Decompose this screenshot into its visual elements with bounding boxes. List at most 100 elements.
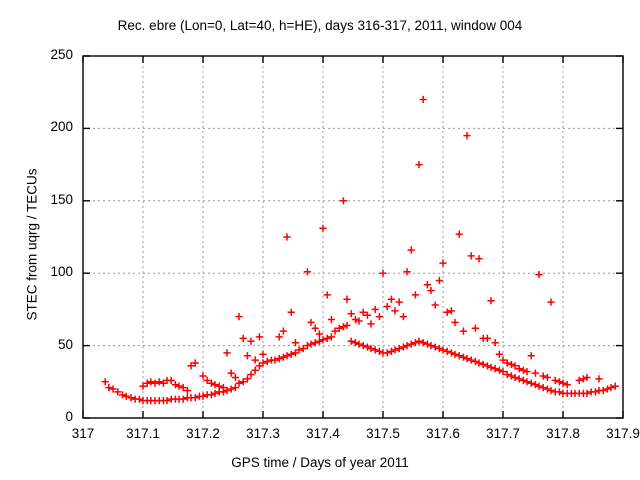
- data-point-marker: [307, 318, 315, 327]
- data-point-marker: [187, 362, 195, 370]
- data-point-marker: [323, 334, 331, 342]
- data-point-marker: [251, 356, 259, 364]
- data-point-marker: [247, 337, 255, 345]
- data-point-marker: [555, 378, 563, 386]
- data-point-marker: [599, 386, 607, 395]
- data-point-marker: [259, 359, 267, 367]
- data-point-marker: [547, 298, 555, 306]
- data-point-marker: [507, 372, 515, 380]
- data-point-marker: [279, 327, 287, 335]
- data-point-marker: [335, 324, 343, 332]
- tick-marks: [82, 55, 624, 419]
- data-point-marker: [411, 339, 419, 347]
- data-point-marker: [263, 357, 271, 366]
- data-point-marker: [343, 321, 351, 329]
- data-point-marker: [447, 349, 455, 357]
- data-point-marker: [495, 366, 503, 374]
- data-point-marker: [303, 342, 311, 350]
- data-point-marker: [459, 353, 467, 361]
- data-point-marker: [543, 373, 551, 382]
- x-tick-label: 317.9: [606, 426, 640, 441]
- data-point-marker: [391, 346, 399, 354]
- data-point-marker: [403, 342, 411, 350]
- x-tick-label: 317.7: [486, 426, 520, 441]
- data-point-marker: [371, 346, 379, 354]
- x-tick-label: 317.4: [306, 426, 340, 441]
- data-point-marker: [507, 360, 515, 369]
- data-point-marker: [563, 381, 571, 389]
- data-point-marker: [487, 297, 495, 305]
- data-point-marker: [471, 324, 479, 332]
- data-point-marker: [135, 395, 143, 403]
- data-point-marker: [139, 382, 147, 390]
- data-point-marker: [435, 276, 443, 285]
- data-point-marker: [395, 298, 403, 306]
- data-point-marker: [339, 197, 347, 205]
- x-axis-title: GPS time / Days of year 2011: [231, 455, 409, 470]
- data-point-marker: [207, 391, 215, 399]
- data-point-marker: [179, 383, 187, 392]
- data-point-marker: [339, 323, 347, 331]
- data-point-marker: [423, 281, 431, 289]
- data-point-marker: [367, 320, 375, 328]
- x-tick-label: 317.3: [246, 426, 280, 441]
- data-point-marker: [203, 376, 211, 384]
- x-tick-label: 317.2: [186, 426, 220, 441]
- data-point-marker: [575, 376, 583, 384]
- grid-lines: [83, 55, 623, 418]
- data-point-marker: [127, 394, 135, 402]
- x-tick-label: 317.1: [126, 426, 160, 441]
- data-point-marker: [491, 365, 499, 373]
- data-point-marker: [543, 385, 551, 393]
- data-point-marker: [283, 352, 291, 360]
- data-point-marker: [227, 385, 235, 393]
- y-tick-label: 50: [57, 336, 73, 352]
- data-point-marker: [191, 394, 199, 402]
- data-point-marker: [183, 386, 191, 395]
- data-point-marker: [231, 383, 239, 392]
- data-point-marker: [551, 376, 559, 384]
- data-point-marker: [311, 324, 319, 332]
- data-point-marker: [519, 366, 527, 374]
- data-point-marker: [435, 344, 443, 353]
- data-point-marker: [279, 353, 287, 361]
- data-point-marker: [491, 339, 499, 347]
- data-point-marker: [315, 330, 323, 338]
- data-point-marker: [363, 343, 371, 351]
- data-point-marker: [475, 359, 483, 367]
- data-point-marker: [383, 349, 391, 357]
- data-point-marker: [387, 295, 395, 303]
- data-point-marker: [467, 252, 475, 260]
- data-point-marker: [547, 386, 555, 395]
- data-point-marker: [327, 315, 335, 324]
- data-point-marker: [207, 379, 215, 387]
- x-tick-label: 317.6: [426, 426, 460, 441]
- data-point-marker: [499, 368, 507, 376]
- data-point-marker: [275, 355, 283, 363]
- data-point-marker: [463, 355, 471, 363]
- data-point-marker: [407, 246, 415, 254]
- data-point-marker: [109, 385, 117, 393]
- data-point-marker: [523, 368, 531, 376]
- data-point-marker: [295, 346, 303, 354]
- data-point-marker: [355, 317, 363, 325]
- data-point-marker: [539, 372, 547, 380]
- data-point-marker: [355, 340, 363, 348]
- data-point-marker: [531, 369, 539, 377]
- data-point-marker: [243, 352, 251, 360]
- data-point-marker: [423, 340, 431, 348]
- data-point-marker: [451, 350, 459, 358]
- data-point-marker: [275, 333, 283, 341]
- x-tick-label: 317.5: [366, 426, 400, 441]
- data-point-marker: [455, 230, 463, 238]
- data-point-marker: [539, 383, 547, 392]
- data-point-marker: [419, 339, 427, 347]
- data-point-marker: [523, 378, 531, 386]
- data-point-marker: [407, 340, 415, 348]
- data-point-marker: [595, 375, 603, 383]
- data-point-marker: [303, 268, 311, 276]
- y-tick-label: 250: [50, 47, 73, 62]
- data-point-marker: [367, 344, 375, 353]
